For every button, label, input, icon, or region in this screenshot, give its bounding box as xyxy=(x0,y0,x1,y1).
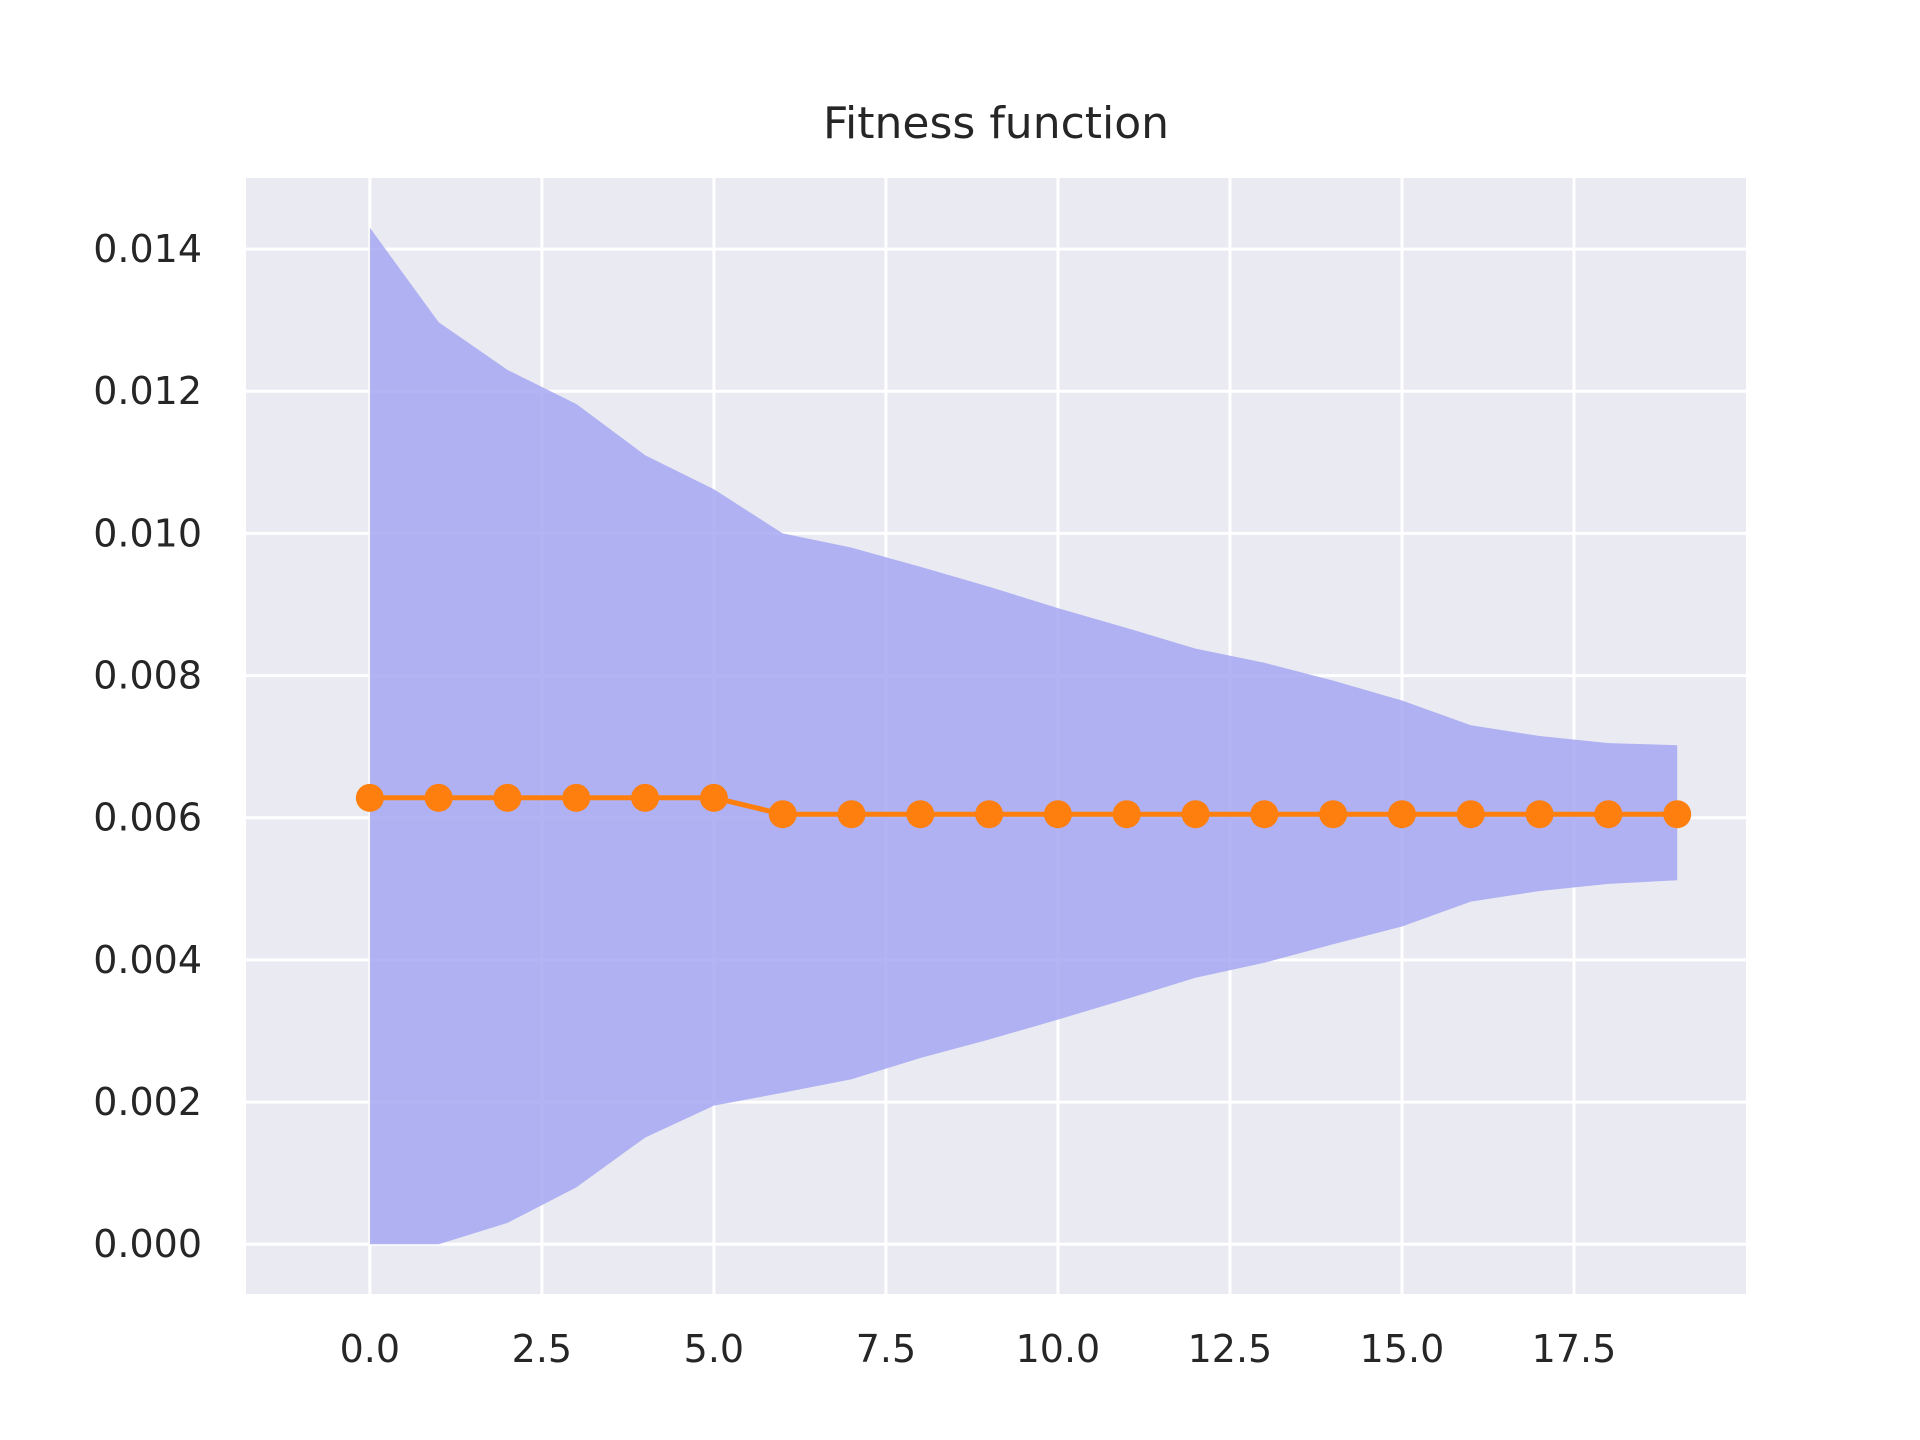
y-tick-label: 0.010 xyxy=(93,511,202,555)
y-tick-label: 0.002 xyxy=(93,1080,202,1124)
data-point xyxy=(1319,800,1348,829)
data-point xyxy=(1181,800,1210,829)
data-point xyxy=(1594,800,1623,829)
y-tick-label: 0.000 xyxy=(93,1222,202,1266)
x-tick-label: 0.0 xyxy=(340,1327,400,1371)
data-point xyxy=(1112,800,1141,829)
data-point xyxy=(1525,800,1554,829)
x-tick-label: 2.5 xyxy=(512,1327,572,1371)
x-tick-label: 17.5 xyxy=(1532,1327,1617,1371)
data-point xyxy=(1663,800,1692,829)
y-axis-ticks: 0.000 0.002 0.004 0.006 0.008 0.010 0.012 0.014 xyxy=(93,227,202,1266)
data-point xyxy=(837,800,866,829)
y-tick-label: 0.012 xyxy=(93,369,202,413)
data-point xyxy=(1250,800,1279,829)
x-tick-label: 10.0 xyxy=(1016,1327,1101,1371)
x-tick-label: 7.5 xyxy=(856,1327,916,1371)
data-point xyxy=(906,800,935,829)
data-point xyxy=(355,783,384,812)
x-tick-label: 12.5 xyxy=(1188,1327,1273,1371)
data-point xyxy=(975,800,1004,829)
data-point xyxy=(424,783,453,812)
fitness-range-band xyxy=(369,227,1678,1245)
data-point xyxy=(493,783,522,812)
y-tick-label: 0.006 xyxy=(93,796,202,840)
x-tick-label: 15.0 xyxy=(1360,1327,1445,1371)
data-point xyxy=(699,783,728,812)
chart-title: Fitness function xyxy=(823,98,1169,149)
data-point xyxy=(768,800,797,829)
data-point xyxy=(562,783,591,812)
data-point xyxy=(631,783,660,812)
x-axis-ticks: 0.0 2.5 5.0 7.5 10.0 12.5 15.0 17.5 xyxy=(340,1327,1617,1371)
y-tick-label: 0.008 xyxy=(93,654,202,698)
y-tick-label: 0.004 xyxy=(93,938,202,982)
data-point xyxy=(1043,800,1072,829)
data-point xyxy=(1456,800,1485,829)
x-tick-label: 5.0 xyxy=(684,1327,744,1371)
data-point xyxy=(1387,800,1416,829)
fitness-points xyxy=(355,783,1692,829)
y-tick-label: 0.014 xyxy=(93,227,202,271)
